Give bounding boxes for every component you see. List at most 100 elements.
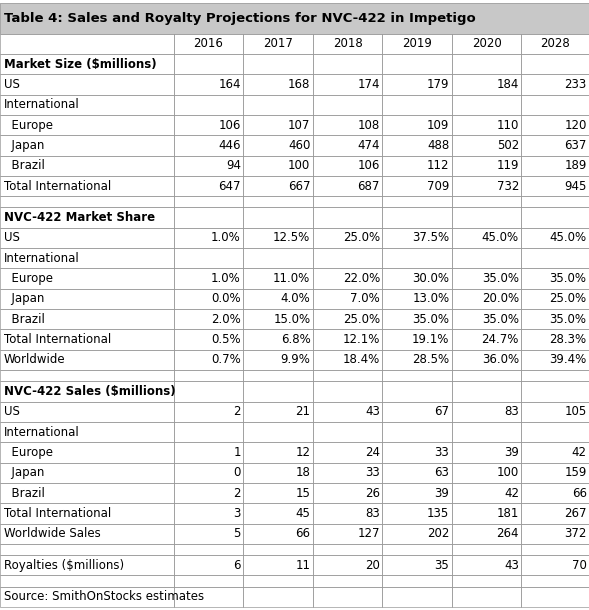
Text: Royalties ($millions): Royalties ($millions): [4, 559, 124, 572]
Bar: [0, 370, 174, 381]
Bar: [313, 196, 382, 207]
Bar: [243, 207, 313, 228]
Text: 39: 39: [504, 446, 519, 459]
Text: 189: 189: [564, 159, 587, 172]
Bar: [243, 503, 313, 523]
Bar: [0, 268, 174, 289]
Bar: [243, 176, 313, 196]
Bar: [174, 462, 243, 483]
Text: 3: 3: [233, 507, 241, 520]
Bar: [452, 228, 521, 248]
Bar: [382, 462, 452, 483]
Text: 25.0%: 25.0%: [343, 313, 380, 326]
Bar: [521, 575, 589, 587]
Text: 105: 105: [564, 405, 587, 418]
Bar: [521, 523, 589, 544]
Bar: [521, 135, 589, 156]
Bar: [382, 555, 452, 575]
Text: 15: 15: [296, 487, 310, 500]
Text: International: International: [4, 252, 80, 265]
Bar: [174, 207, 243, 228]
Text: 135: 135: [427, 507, 449, 520]
Text: 45.0%: 45.0%: [550, 231, 587, 245]
Bar: [382, 555, 452, 575]
Bar: [0, 115, 174, 135]
Bar: [521, 196, 589, 207]
Bar: [382, 268, 452, 289]
Bar: [382, 523, 452, 544]
Bar: [382, 575, 452, 587]
Bar: [0, 54, 174, 74]
Bar: [521, 401, 589, 422]
Text: 35: 35: [435, 559, 449, 572]
Bar: [174, 370, 243, 381]
Text: 19.1%: 19.1%: [412, 333, 449, 346]
Text: Europe: Europe: [4, 272, 52, 285]
Bar: [0, 34, 174, 54]
Bar: [382, 309, 452, 329]
Bar: [174, 350, 243, 370]
Text: 4.0%: 4.0%: [280, 292, 310, 306]
Bar: [0, 544, 174, 555]
Text: 2: 2: [233, 405, 241, 418]
Bar: [243, 95, 313, 115]
Bar: [174, 575, 243, 587]
Bar: [243, 462, 313, 483]
Bar: [313, 329, 382, 350]
Text: Japan: Japan: [4, 139, 44, 152]
Bar: [174, 156, 243, 176]
Text: 233: 233: [564, 78, 587, 91]
Bar: [243, 309, 313, 329]
Bar: [174, 207, 243, 228]
Bar: [382, 381, 452, 401]
Text: NVC-422 Sales ($millions): NVC-422 Sales ($millions): [4, 385, 175, 398]
Bar: [0, 483, 174, 503]
Text: 12: 12: [296, 446, 310, 459]
Bar: [0, 329, 174, 350]
Bar: [452, 54, 521, 74]
Bar: [452, 442, 521, 462]
Bar: [313, 289, 382, 309]
Bar: [313, 176, 382, 196]
Bar: [521, 248, 589, 268]
Text: 2020: 2020: [472, 37, 501, 50]
Text: 2019: 2019: [402, 37, 432, 50]
Bar: [382, 289, 452, 309]
Bar: [382, 483, 452, 503]
Text: 26: 26: [365, 487, 380, 500]
Text: 2017: 2017: [263, 37, 293, 50]
Bar: [521, 544, 589, 555]
Text: 0.0%: 0.0%: [211, 292, 241, 306]
Bar: [382, 196, 452, 207]
Bar: [382, 156, 452, 176]
Bar: [452, 350, 521, 370]
Bar: [313, 442, 382, 462]
Text: 100: 100: [497, 466, 519, 479]
Bar: [382, 176, 452, 196]
Bar: [0, 370, 174, 381]
Text: Market Size ($millions): Market Size ($millions): [4, 57, 156, 71]
Bar: [0, 401, 174, 422]
Bar: [382, 575, 452, 587]
Bar: [243, 176, 313, 196]
Bar: [243, 115, 313, 135]
Bar: [452, 74, 521, 95]
Bar: [452, 462, 521, 483]
Text: 15.0%: 15.0%: [273, 313, 310, 326]
Bar: [243, 268, 313, 289]
Bar: [0, 74, 174, 95]
Text: International: International: [4, 98, 80, 111]
Bar: [521, 95, 589, 115]
Text: 100: 100: [288, 159, 310, 172]
Bar: [174, 309, 243, 329]
Text: 2.0%: 2.0%: [211, 313, 241, 326]
Bar: [382, 587, 452, 607]
Bar: [313, 95, 382, 115]
Text: 39.4%: 39.4%: [550, 353, 587, 367]
Bar: [243, 442, 313, 462]
Text: 18.4%: 18.4%: [343, 353, 380, 367]
Text: 106: 106: [358, 159, 380, 172]
Bar: [382, 503, 452, 523]
Text: 35.0%: 35.0%: [482, 272, 519, 285]
Bar: [174, 289, 243, 309]
